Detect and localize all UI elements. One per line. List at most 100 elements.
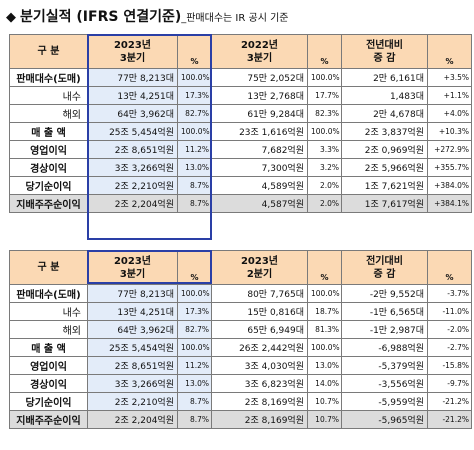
page-title: ◆ 분기실적 (IFRS 연결기준)_판매대수는 IR 공시 기준 (6, 6, 288, 26)
table-row: 판매대수(도매) 77만 8,213대 100.0% 80만 7,765대 100.0%… (9, 284, 472, 303)
change-value: 2조 0,969억원 (341, 140, 428, 159)
table-row: 해외 64만 3,962대 82.7% 61만 9,284대 82.3% 2만 4,678… (9, 104, 472, 123)
current-value: 2조 8,651억원 (87, 140, 178, 159)
compare-pct: 3.3% (307, 140, 342, 159)
compare-pct: 10.7% (307, 410, 342, 429)
change-value: 2만 6,161대 (341, 68, 428, 87)
change-value: -5,965억원 (341, 410, 428, 429)
compare-pct: 10.7% (307, 392, 342, 411)
current-pct: 100.0% (177, 338, 212, 357)
row-label: 매 출 액 (9, 338, 88, 357)
table-header-row: 구 분 2023년 3분기 % 2022년 3분기 % 전년대비 증 감 % (9, 34, 472, 69)
current-pct: 11.2% (177, 140, 212, 159)
table-row: 내수 13만 4,251대 17.3% 15만 0,816대 18.7% -1만 6,56… (9, 302, 472, 321)
compare-value: 15만 0,816대 (211, 302, 308, 321)
row-label: 영업이익 (9, 140, 88, 159)
current-value: 3조 3,266억원 (87, 374, 178, 393)
table-row: 경상이익 3조 3,266억원 13.0% 3조 6,823억원 14.0% -3,556… (9, 374, 472, 393)
compare-pct: 100.0% (307, 122, 342, 141)
compare-value: 7,300억원 (211, 158, 308, 177)
compare-value: 13만 2,768대 (211, 86, 308, 105)
change-value: 1조 7,621억원 (341, 176, 428, 195)
row-label: 매 출 액 (9, 122, 88, 141)
row-label: 당기순이익 (9, 392, 88, 411)
compare-value: 23조 1,616억원 (211, 122, 308, 141)
change-pct: -15.8% (427, 356, 472, 375)
header-change: 전년대비 증 감 (341, 34, 428, 69)
compare-value: 4,589억원 (211, 176, 308, 195)
header-current-period: 2023년 3분기 (87, 250, 178, 285)
compare-pct: 13.0% (307, 356, 342, 375)
change-pct: -21.2% (427, 392, 472, 411)
table-row: 매 출 액 25조 5,454억원 100.0% 26조 2,442억원 100.0% -… (9, 338, 472, 357)
current-value: 3조 3,266억원 (87, 158, 178, 177)
title-basis: (IFRS 연결기준) (76, 9, 182, 25)
current-value: 64만 3,962대 (87, 104, 178, 123)
current-value: 25조 5,454억원 (87, 122, 178, 141)
change-pct: -2.7% (427, 338, 472, 357)
row-label: 경상이익 (9, 158, 88, 177)
change-value: -1만 2,987대 (341, 320, 428, 339)
row-label: 지배주주순이익 (9, 410, 88, 429)
change-pct: -9.7% (427, 374, 472, 393)
header-current-period: 2023년 3분기 (87, 34, 178, 69)
row-label: 내수 (9, 86, 88, 105)
row-label: 판매대수(도매) (9, 284, 88, 303)
header-category: 구 분 (9, 250, 88, 285)
change-pct: +384.0% (427, 176, 472, 195)
row-label: 당기순이익 (9, 176, 88, 195)
change-pct: -11.0% (427, 302, 472, 321)
compare-value: 2조 8,169억원 (211, 392, 308, 411)
row-label: 지배주주순이익 (9, 194, 88, 213)
change-pct: +384.1% (427, 194, 472, 213)
current-value: 77만 8,213대 (87, 284, 178, 303)
row-label: 해외 (9, 104, 88, 123)
table-row: 당기순이익 2조 2,210억원 8.7% 2조 8,169억원 10.7% -5,959… (9, 392, 472, 411)
current-pct: 8.7% (177, 194, 212, 213)
table-row: 영업이익 2조 8,651억원 11.2% 3조 4,030억원 13.0% -5,379… (9, 356, 472, 375)
current-value: 2조 8,651억원 (87, 356, 178, 375)
diamond-bullet-icon: ◆ (6, 10, 16, 25)
change-value: -1만 6,565대 (341, 302, 428, 321)
compare-pct: 3.2% (307, 158, 342, 177)
header-current-pct: % (177, 250, 212, 285)
change-pct: +4.0% (427, 104, 472, 123)
compare-value: 26조 2,442억원 (211, 338, 308, 357)
header-change-pct: % (427, 34, 472, 69)
change-pct: +1.1% (427, 86, 472, 105)
change-value: -2만 9,552대 (341, 284, 428, 303)
current-pct: 8.7% (177, 410, 212, 429)
change-value: 2조 3,837억원 (341, 122, 428, 141)
current-value: 25조 5,454억원 (87, 338, 178, 357)
current-pct: 17.3% (177, 302, 212, 321)
header-current-pct: % (177, 34, 212, 69)
current-pct: 100.0% (177, 68, 212, 87)
current-pct: 82.7% (177, 104, 212, 123)
compare-pct: 14.0% (307, 374, 342, 393)
change-value: -3,556억원 (341, 374, 428, 393)
current-pct: 8.7% (177, 392, 212, 411)
current-value: 2조 2,204억원 (87, 410, 178, 429)
change-pct: +272.9% (427, 140, 472, 159)
change-pct: +3.5% (427, 68, 472, 87)
compare-value: 61만 9,284대 (211, 104, 308, 123)
current-pct: 8.7% (177, 176, 212, 195)
change-pct: -2.0% (427, 320, 472, 339)
row-label: 경상이익 (9, 374, 88, 393)
current-value: 77만 8,213대 (87, 68, 178, 87)
header-compare-pct: % (307, 250, 342, 285)
table-header-row: 구 분 2023년 3분기 % 2023년 2분기 % 전기대비 증 감 % (9, 250, 472, 285)
current-value: 2조 2,204억원 (87, 194, 178, 213)
yoy-results-table: 구 분 2023년 3분기 % 2022년 3분기 % 전년대비 증 감 % 판매대수… (9, 34, 472, 213)
compare-value: 2조 8,169억원 (211, 410, 308, 429)
current-pct: 13.0% (177, 158, 212, 177)
compare-pct: 2.0% (307, 194, 342, 213)
change-value: 1조 7,617억원 (341, 194, 428, 213)
compare-value: 75만 2,052대 (211, 68, 308, 87)
compare-value: 65만 6,949대 (211, 320, 308, 339)
change-value: 2조 5,966억원 (341, 158, 428, 177)
change-pct: -3.7% (427, 284, 472, 303)
current-pct: 17.3% (177, 86, 212, 105)
current-value: 13만 4,251대 (87, 86, 178, 105)
compare-pct: 2.0% (307, 176, 342, 195)
